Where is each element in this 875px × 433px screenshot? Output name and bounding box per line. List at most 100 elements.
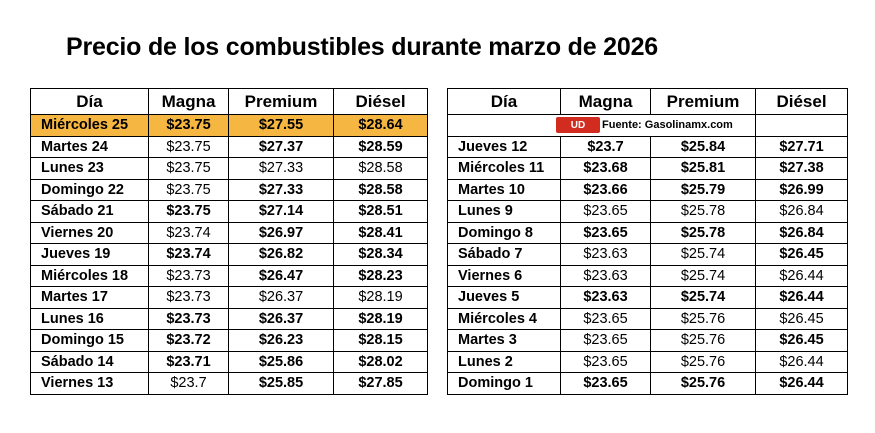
magna-cell: $23.75 [148,200,229,223]
diesel-cell: $26.44 [755,286,848,309]
table-row: Jueves 12 $23.7 $25.84 $27.71 [447,135,848,158]
table-row: Jueves 5 $23.63 $25.74 $26.44 [447,286,848,309]
premium-cell: $25.76 [650,307,756,330]
premium-cell: $25.74 [650,243,756,266]
magna-cell: $23.7 [148,372,229,395]
diesel-cell: $28.51 [333,200,428,223]
day-cell: Miércoles 4 [447,307,561,330]
day-cell: Sábado 7 [447,243,561,266]
day-cell: Lunes 9 [447,200,561,223]
magna-cell: $23.75 [148,114,229,137]
day-cell: Domingo 15 [30,329,149,352]
day-cell: Martes 24 [30,135,149,158]
magna-cell: $23.65 [560,329,651,352]
table-row: Miércoles 4 $23.65 $25.76 $26.45 [447,307,848,330]
diesel-cell: $26.44 [755,372,848,395]
diesel-cell: $28.41 [333,221,428,244]
magna-cell: $23.65 [560,350,651,373]
premium-cell: $27.55 [228,114,334,137]
diesel-cell: $26.44 [755,264,848,287]
table-row: Sábado 7 $23.63 $25.74 $26.45 [447,243,848,266]
table-row: Viernes 20 $23.74 $26.97 $28.41 [30,221,428,244]
day-cell: Sábado 21 [30,200,149,223]
table-row: Martes 3 $23.65 $25.76 $26.45 [447,329,848,352]
premium-cell: $25.79 [650,178,756,201]
diesel-cell: $26.45 [755,307,848,330]
header-magna: Magna [148,88,229,115]
day-cell: Domingo 22 [30,178,149,201]
header-magna: Magna [560,88,651,115]
table-header-row: Día Magna Premium Diésel [30,88,428,115]
premium-cell: $25.74 [650,286,756,309]
magna-cell: $23.65 [560,307,651,330]
day-cell: Lunes 23 [30,157,149,180]
premium-cell: $27.14 [228,200,334,223]
magna-cell: $23.65 [560,200,651,223]
header-diesel: Diésel [333,88,428,115]
day-cell: Jueves 12 [447,135,561,158]
magna-cell: $23.65 [560,372,651,395]
magna-cell: $23.74 [148,221,229,244]
premium-cell: $25.76 [650,350,756,373]
table-row: Domingo 15 $23.72 $26.23 $28.15 [30,329,428,352]
magna-cell: $23.68 [560,157,651,180]
day-cell: Jueves 5 [447,286,561,309]
table-row: Lunes 23 $23.75 $27.33 $28.58 [30,157,428,180]
ud-logo-icon: UD [556,117,600,133]
magna-cell: $23.71 [148,350,229,373]
table-row: Lunes 2 $23.65 $25.76 $26.44 [447,350,848,373]
magna-cell: $23.73 [148,264,229,287]
diesel-cell: $26.99 [755,178,848,201]
premium-cell: $25.76 [650,329,756,352]
table-row: Lunes 16 $23.73 $26.37 $28.19 [30,307,428,330]
premium-cell: $27.37 [228,135,334,158]
magna-cell: $23.74 [148,243,229,266]
day-cell: Lunes 16 [30,307,149,330]
magna-cell: $23.7 [560,135,651,158]
table-row: Viernes 6 $23.63 $25.74 $26.44 [447,264,848,287]
premium-cell: $25.85 [228,372,334,395]
premium-cell: $26.82 [228,243,334,266]
diesel-cell: $28.23 [333,264,428,287]
magna-cell: $23.75 [148,157,229,180]
header-day: Día [447,88,561,115]
table-row: Domingo 22 $23.75 $27.33 $28.58 [30,178,428,201]
diesel-cell: $26.45 [755,243,848,266]
header-diesel: Diésel [755,88,848,115]
source-row: UD Fuente: Gasolinamx.com [447,114,848,137]
table-row: Viernes 13 $23.7 $25.85 $27.85 [30,372,428,395]
page-title: Precio de los combustibles durante marzo… [66,33,658,61]
table-row: Martes 17 $23.73 $26.37 $28.19 [30,286,428,309]
diesel-cell: $28.58 [333,178,428,201]
diesel-cell: $28.58 [333,157,428,180]
magna-cell: $23.65 [560,221,651,244]
table-row: Lunes 9 $23.65 $25.78 $26.84 [447,200,848,223]
diesel-cell: $28.15 [333,329,428,352]
magna-cell: $23.63 [560,243,651,266]
source-text: Fuente: Gasolinamx.com [602,119,733,131]
header-premium: Premium [650,88,756,115]
table-row: Jueves 19 $23.74 $26.82 $28.34 [30,243,428,266]
price-table-left: Día Magna Premium Diésel Miércoles 25 $23… [30,88,428,395]
premium-cell: $25.84 [650,135,756,158]
diesel-cell: $28.59 [333,135,428,158]
empty-cell [755,114,848,137]
day-cell: Viernes 13 [30,372,149,395]
day-cell: Viernes 6 [447,264,561,287]
premium-cell: $25.78 [650,200,756,223]
diesel-cell: $28.19 [333,307,428,330]
magna-cell: $23.75 [148,178,229,201]
magna-cell: $23.73 [148,307,229,330]
premium-cell: $25.78 [650,221,756,244]
diesel-cell: $27.38 [755,157,848,180]
diesel-cell: $26.44 [755,350,848,373]
table-row: Sábado 21 $23.75 $27.14 $28.51 [30,200,428,223]
premium-cell: $25.86 [228,350,334,373]
day-cell: Martes 10 [447,178,561,201]
magna-cell: $23.75 [148,135,229,158]
premium-cell: $26.37 [228,307,334,330]
day-cell: Lunes 2 [447,350,561,373]
magna-cell: $23.63 [560,264,651,287]
day-cell: Miércoles 18 [30,264,149,287]
day-cell: Viernes 20 [30,221,149,244]
